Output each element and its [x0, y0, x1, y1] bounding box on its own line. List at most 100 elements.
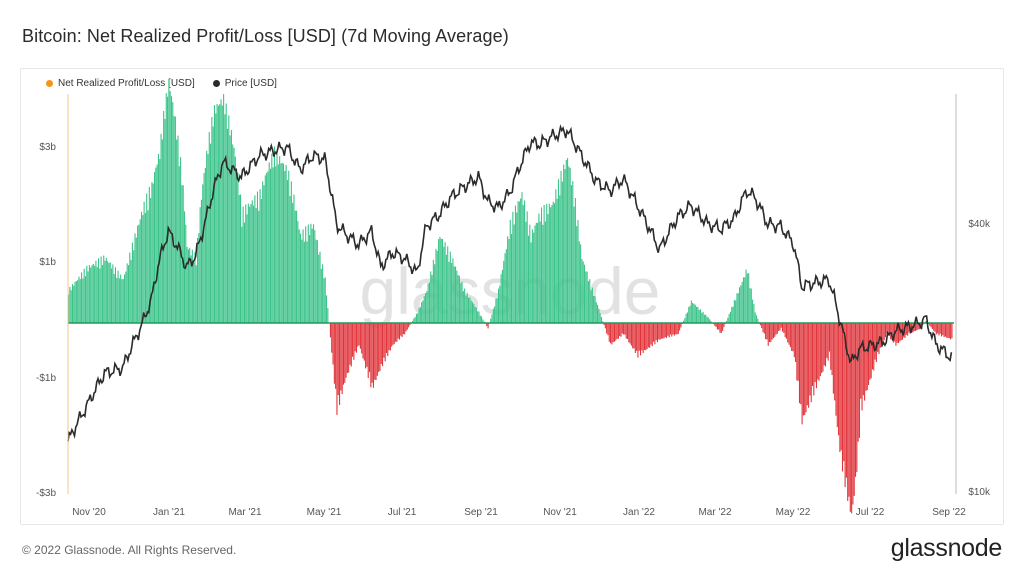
nrpl-bar	[157, 153, 159, 323]
nrpl-bar	[117, 270, 119, 323]
nrpl-bar	[569, 168, 571, 323]
nrpl-bar	[118, 278, 120, 323]
nrpl-bar	[508, 239, 510, 323]
nrpl-bar	[709, 319, 711, 323]
legend-item-price[interactable]: Price [USD]	[212, 78, 277, 89]
nrpl-bar	[95, 260, 97, 323]
nrpl-bar	[891, 323, 893, 338]
nrpl-bar	[387, 323, 389, 357]
nrpl-bar	[246, 214, 248, 323]
nrpl-bar	[895, 323, 897, 346]
nrpl-bar	[81, 272, 83, 323]
nrpl-bar	[430, 271, 432, 323]
nrpl-bar	[825, 323, 827, 367]
nrpl-bar	[71, 284, 74, 323]
nrpl-bar	[173, 116, 175, 324]
nrpl-bar	[766, 323, 768, 340]
nrpl-bar	[311, 228, 313, 323]
nrpl-bar	[456, 270, 458, 323]
nrpl-bar	[233, 147, 235, 323]
nrpl-bar	[883, 323, 885, 341]
nrpl-bar	[296, 210, 298, 323]
y-left-tick-label: -$1b	[36, 373, 56, 384]
nrpl-bar	[414, 317, 416, 323]
nrpl-bar	[427, 283, 429, 323]
nrpl-bar	[160, 133, 162, 323]
nrpl-bar	[275, 166, 277, 323]
nrpl-bar	[473, 303, 475, 323]
nrpl-bar	[621, 323, 623, 334]
nrpl-bar	[470, 300, 472, 323]
nrpl-bar	[929, 323, 931, 326]
chart-legend: Net Realized Profit/Loss [USD] Price [US…	[46, 78, 277, 89]
nrpl-bar	[435, 248, 437, 323]
nrpl-bar	[305, 226, 307, 323]
nrpl-bar	[818, 323, 820, 381]
nrpl-bar	[607, 323, 609, 336]
bars-group	[68, 79, 953, 514]
nrpl-bar	[114, 267, 117, 323]
nrpl-bar	[778, 323, 780, 331]
nrpl-bar	[761, 323, 763, 329]
nrpl-bar	[725, 320, 728, 323]
legend-dot-orange	[46, 80, 53, 87]
legend-item-net-realized[interactable]: Net Realized Profit/Loss [USD]	[46, 78, 195, 89]
nrpl-bar	[792, 323, 794, 352]
nrpl-bar	[815, 323, 817, 389]
nrpl-bar	[229, 135, 231, 323]
nrpl-bar	[421, 302, 423, 323]
nrpl-bar	[570, 185, 573, 323]
nrpl-bar	[73, 285, 75, 323]
nrpl-bar	[111, 268, 113, 323]
nrpl-bar	[259, 189, 261, 323]
legend-label-net-realized: Net Realized Profit/Loss [USD]	[58, 78, 195, 89]
nrpl-bar	[92, 263, 94, 323]
nrpl-bar	[739, 287, 741, 323]
nrpl-bar	[213, 105, 216, 323]
x-tick-label: Mar '22	[698, 507, 731, 518]
x-ticks: Nov '20 Jan '21 Mar '21 May '21 Jul '21 Sep '…	[72, 507, 966, 518]
nrpl-bar	[185, 224, 187, 323]
nrpl-bar	[379, 323, 381, 372]
nrpl-bar	[127, 265, 130, 323]
nrpl-bar	[772, 323, 774, 339]
nrpl-bar	[366, 323, 368, 367]
nrpl-bar	[586, 271, 588, 323]
nrpl-bar	[513, 224, 515, 323]
nrpl-bar	[365, 323, 367, 369]
nrpl-bar	[281, 162, 283, 323]
nrpl-bar	[461, 281, 463, 323]
nrpl-bar	[877, 323, 879, 353]
nrpl-bar	[298, 229, 300, 323]
nrpl-bar	[318, 254, 320, 323]
nrpl-bar	[258, 210, 260, 323]
nrpl-bar	[593, 295, 595, 323]
nrpl-bar	[451, 262, 453, 323]
nrpl-bar	[402, 323, 404, 334]
nrpl-bar	[624, 323, 626, 335]
nrpl-bar	[134, 233, 136, 323]
nrpl-bar	[344, 323, 346, 383]
nrpl-bar	[550, 207, 552, 323]
nrpl-bar	[478, 311, 480, 323]
nrpl-bar	[172, 102, 174, 323]
nrpl-bar	[312, 224, 315, 323]
nrpl-bar	[496, 298, 498, 323]
nrpl-bar	[232, 144, 234, 323]
nrpl-bar	[203, 173, 205, 323]
nrpl-bar	[131, 242, 133, 323]
nrpl-bar	[337, 323, 339, 396]
nrpl-bar	[585, 271, 587, 323]
nrpl-bar	[866, 323, 868, 391]
nrpl-bar	[384, 323, 386, 362]
nrpl-bar	[348, 323, 350, 373]
nrpl-bar	[129, 252, 131, 323]
nrpl-bar	[263, 185, 265, 323]
nrpl-bar	[168, 79, 170, 323]
nrpl-bar	[918, 323, 920, 330]
nrpl-bar	[96, 267, 98, 323]
nrpl-bar	[174, 116, 176, 324]
nrpl-bar	[710, 320, 712, 323]
brand-logo[interactable]: glassnode	[890, 534, 1003, 562]
